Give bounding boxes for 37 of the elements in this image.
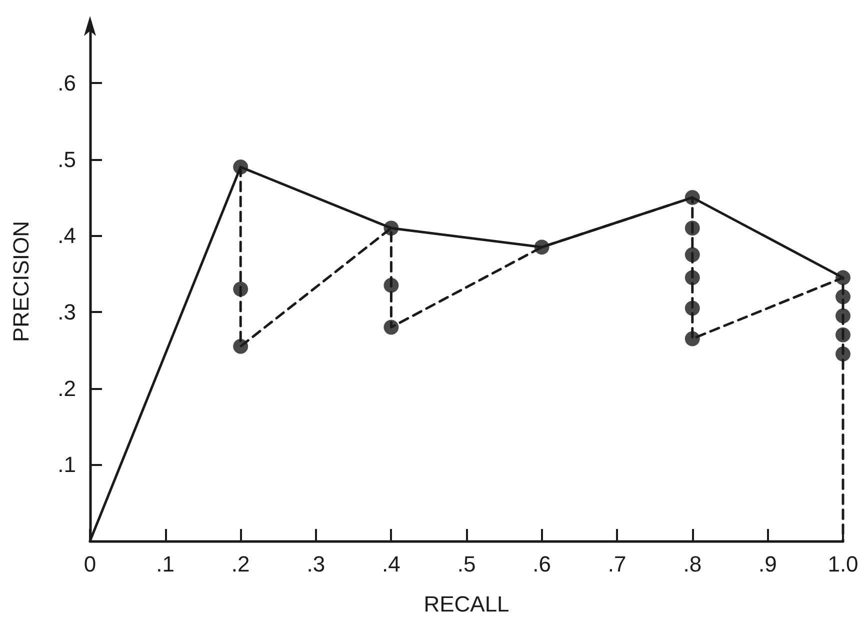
point [684, 270, 700, 286]
point [684, 247, 700, 262]
x-tick-label: .4 [382, 552, 400, 576]
point [233, 338, 248, 354]
point [534, 240, 550, 255]
x-tick-label: .3 [306, 552, 326, 576]
x-tick-label: .2 [231, 552, 250, 576]
x-axis-title: RECALL [424, 592, 510, 616]
x-tick-label: .6 [532, 552, 551, 576]
x-tick-label: .5 [457, 552, 476, 576]
x-tick-label: .8 [683, 552, 702, 576]
y-tick-label: .5 [58, 146, 76, 172]
point [836, 308, 850, 324]
point [684, 220, 700, 236]
y-axis-title: PRECISION [8, 220, 34, 342]
point [384, 278, 399, 293]
point [233, 160, 248, 175]
y-tick-label: .4 [58, 223, 76, 248]
y-tick-label: .6 [58, 70, 76, 96]
point [684, 331, 700, 346]
x-tick-label: .9 [758, 552, 777, 576]
point [836, 346, 850, 362]
point [384, 220, 399, 236]
point [836, 327, 850, 342]
point [684, 300, 700, 316]
point [836, 270, 850, 286]
y-tick-label: .2 [58, 376, 76, 401]
point [384, 320, 399, 335]
x-tick-label: 0 [84, 552, 96, 576]
y-tick-label: .1 [58, 452, 76, 478]
point [233, 282, 248, 297]
point [684, 190, 700, 206]
x-tick-label: .1 [156, 552, 174, 576]
x-tick-label: .7 [608, 552, 626, 576]
point [836, 289, 850, 304]
x-tick-label: 1.0 [828, 552, 858, 576]
y-tick-label: .3 [58, 300, 76, 325]
